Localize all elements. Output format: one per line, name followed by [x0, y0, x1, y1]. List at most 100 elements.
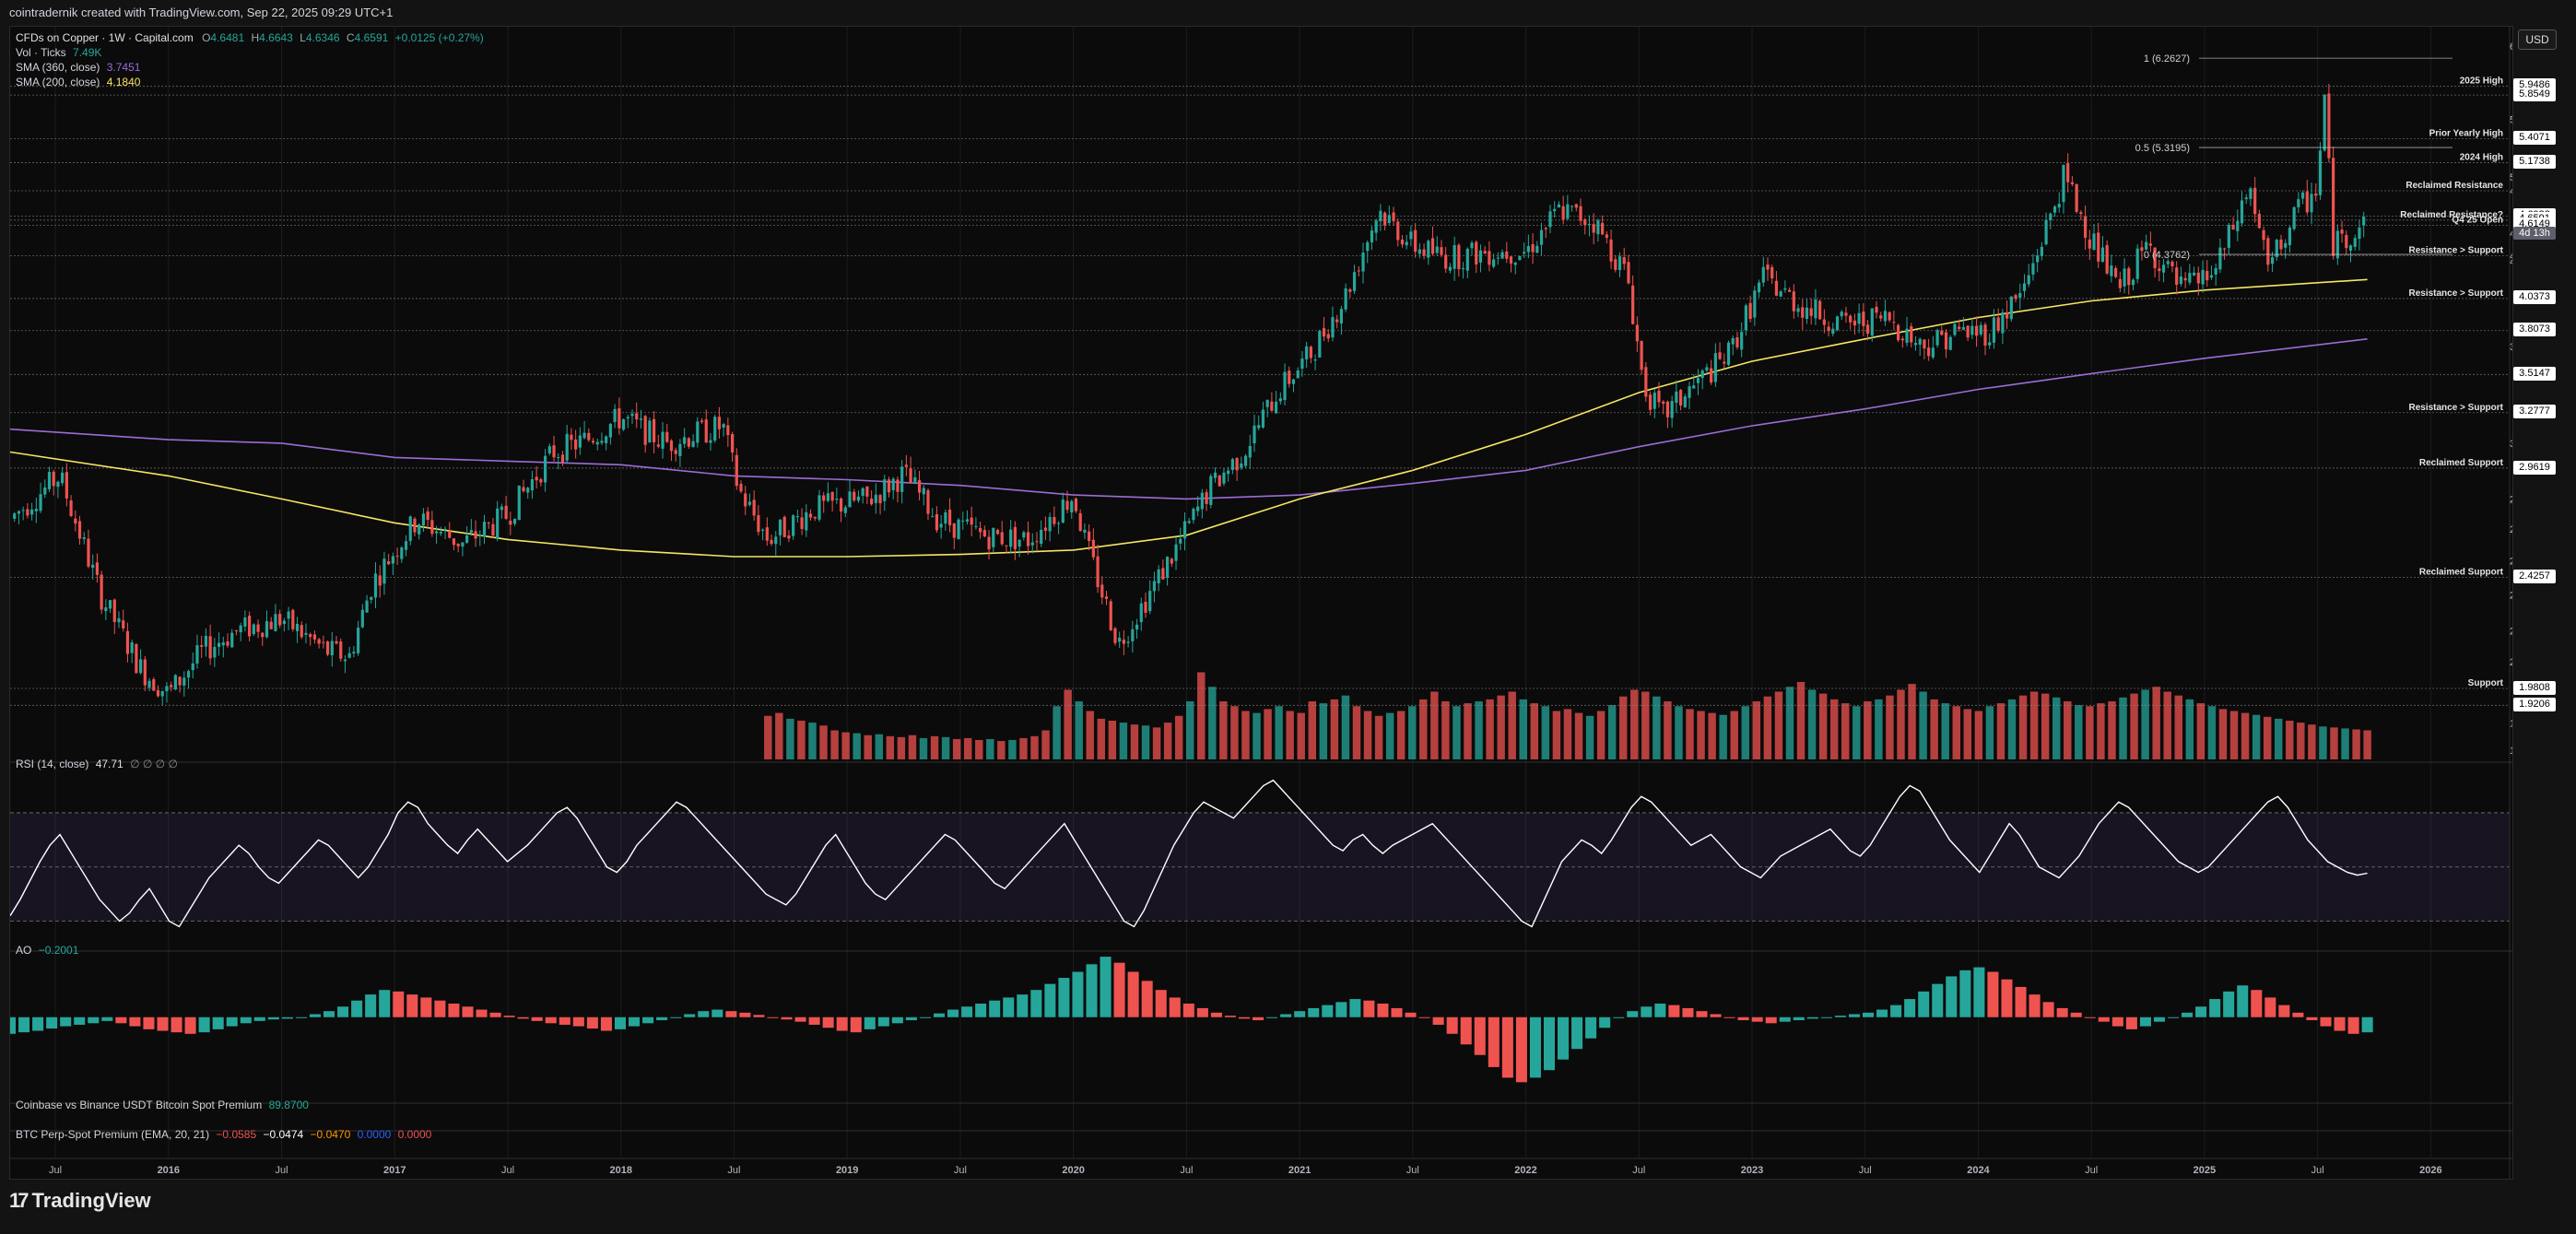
ao-bar: [1460, 1017, 1472, 1045]
candle-body: [1657, 390, 1661, 403]
candle-body: [1248, 445, 1252, 458]
ao-bar: [1127, 971, 1139, 1017]
ao-bar: [2264, 997, 2276, 1017]
volume-bar: [2174, 695, 2182, 759]
candle-body: [1513, 262, 1517, 265]
level-label-0: 2025 High: [2460, 76, 2503, 87]
ao-bar: [1322, 1005, 1334, 1017]
candle-body: [1862, 311, 1865, 326]
candle-body: [1396, 221, 1400, 241]
candle-body: [496, 508, 500, 539]
ao-bar: [1946, 976, 1958, 1017]
candle-body: [2270, 257, 2275, 264]
ao-bar: [1765, 1017, 1777, 1024]
candle-body: [1227, 470, 1230, 475]
candle-body: [74, 518, 77, 524]
volume-bar: [1752, 701, 1761, 759]
currency-button[interactable]: USD: [2518, 29, 2557, 50]
ao-bar: [406, 994, 418, 1017]
candle-body: [1161, 568, 1165, 580]
candle-body: [704, 419, 708, 443]
ao-bar: [2320, 1017, 2332, 1027]
legend-sma200-value: 4.1840: [106, 76, 141, 88]
candle-body: [909, 468, 912, 484]
ao-bar: [60, 1017, 72, 1027]
candle-body: [418, 524, 421, 535]
candle-body: [2327, 93, 2331, 159]
candle-body: [452, 538, 456, 546]
candle-body: [1770, 266, 1774, 278]
candle-body: [1609, 239, 1613, 262]
candle-body: [587, 432, 591, 441]
candle-body: [2083, 216, 2088, 238]
candle-body: [1370, 230, 1374, 243]
candle-body: [1640, 340, 1643, 370]
volume-bar: [1897, 689, 1905, 759]
volume-bar: [1941, 703, 1949, 759]
volume-bar: [1219, 701, 1228, 759]
ao-bar: [1737, 1017, 1749, 1021]
volume-bar: [2052, 697, 2061, 759]
candle-body: [557, 456, 560, 458]
ao-bar: [74, 1017, 86, 1025]
candle-body: [26, 509, 29, 516]
legend-sma200-label[interactable]: SMA (200, close): [16, 76, 100, 88]
ao-legend-label[interactable]: AO: [16, 944, 32, 957]
volume-bar: [1086, 711, 1094, 759]
main-legend: CFDs on Copper · 1W · Capital.com O4.648…: [16, 30, 484, 89]
coinbase-legend: Coinbase vs Binance USDT Bitcoin Spot Pr…: [16, 1098, 309, 1112]
candle-body: [2088, 239, 2091, 249]
candle-body: [822, 495, 826, 501]
candle-body: [2266, 238, 2270, 265]
coinbase-legend-label[interactable]: Coinbase vs Binance USDT Bitcoin Spot Pr…: [16, 1099, 263, 1111]
volume-bar: [2286, 721, 2294, 759]
volume-bar: [1419, 699, 1428, 759]
ao-bar: [1044, 983, 1056, 1017]
chart-frame[interactable]: 2025 High Prior Yearly High 2024 High Recla…: [4, 26, 2556, 1180]
candle-body: [1104, 596, 1109, 599]
candle-body: [1400, 240, 1405, 245]
ao-bar: [1723, 1017, 1735, 1018]
volume-bar: [2041, 693, 2050, 759]
candle-body: [1566, 204, 1570, 219]
candle-body: [130, 641, 134, 653]
legend-symbol[interactable]: CFDs on Copper · 1W · Capital.com: [16, 31, 194, 44]
candle-body: [1257, 425, 1261, 429]
volume-bar: [2097, 703, 2105, 759]
chart-canvas[interactable]: 2025 High Prior Yearly High 2024 High Recla…: [4, 27, 2556, 1179]
candle-body: [1213, 472, 1217, 478]
btc-legend: BTC Perp-Spot Premium (EMA, 20, 21) −0.0…: [16, 1127, 431, 1142]
legend-vol-label[interactable]: Vol · Ticks: [16, 46, 66, 59]
candle-body: [1187, 521, 1191, 523]
ao-bar: [698, 1011, 710, 1017]
sma200-line: [9, 278, 2368, 558]
candle-body: [1444, 254, 1448, 269]
candle-body: [1779, 291, 1782, 297]
candle-body: [656, 444, 660, 447]
rsi-legend-label[interactable]: RSI (14, close): [16, 758, 89, 770]
volume-bar: [2330, 727, 2338, 759]
ao-bar: [725, 1011, 737, 1017]
candle-body: [2244, 197, 2248, 200]
candle-body: [874, 494, 877, 503]
ao-bar: [559, 1017, 570, 1025]
candle-body: [830, 491, 834, 501]
candle-body: [234, 629, 239, 631]
volume-bar: [1341, 695, 1350, 759]
candle-body: [2166, 261, 2170, 264]
candle-body: [1344, 288, 1347, 310]
ao-bar: [586, 1017, 598, 1029]
candle-body: [1030, 542, 1034, 546]
candle-body: [1900, 338, 1904, 341]
legend-sma360-label[interactable]: SMA (360, close): [16, 61, 100, 74]
candle-body: [1361, 253, 1365, 272]
volume-bar: [819, 725, 828, 759]
candle-body: [1818, 300, 1822, 320]
candle-body: [1631, 285, 1635, 324]
ao-bar: [18, 1017, 30, 1033]
btc-legend-label[interactable]: BTC Perp-Spot Premium (EMA, 20, 21): [16, 1128, 210, 1141]
volume-bar: [1919, 691, 1927, 759]
candle-body: [843, 507, 847, 513]
time-tick-8: Jul: [954, 1165, 967, 1176]
tradingview-logo[interactable]: 17 TradingView: [9, 1189, 151, 1213]
